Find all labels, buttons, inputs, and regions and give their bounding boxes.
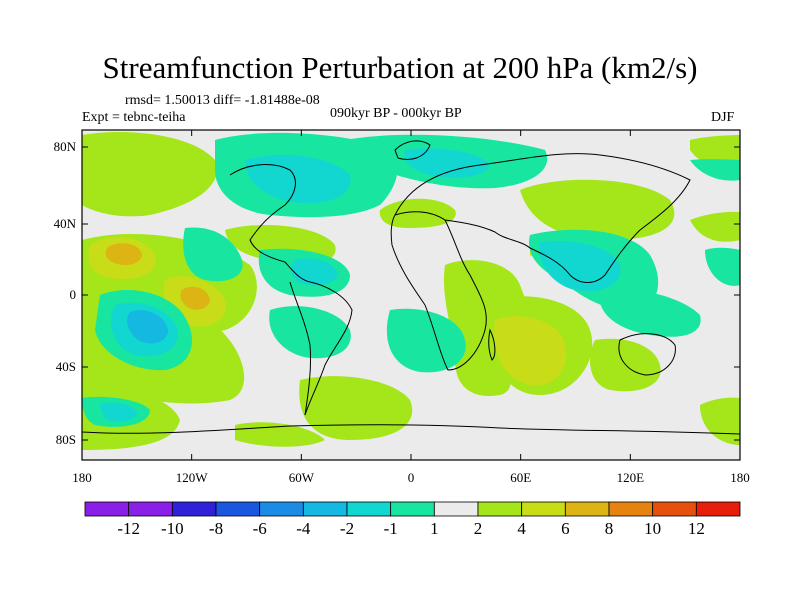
australia-coast [618, 333, 676, 376]
colorbar-label: -2 [340, 519, 354, 538]
colorbar-label: 6 [561, 519, 570, 538]
colorbar-swatch [302, 501, 348, 517]
colorbar-swatch [128, 501, 173, 517]
figure-title: Streamfunction Perturbation at 200 hPa (… [102, 50, 698, 85]
colorbar-label: -8 [209, 519, 223, 538]
season-label: DJF [711, 110, 735, 125]
colorbar-swatch [433, 501, 479, 517]
colorbar-swatch [84, 501, 130, 517]
region-arctic-core [404, 148, 490, 178]
region-central-asia-positive [520, 179, 675, 240]
colorbar-swatch [171, 501, 217, 517]
lon-tick-label: 180 [730, 470, 750, 485]
region-bering-negative [690, 159, 740, 181]
colorbar-swatch [390, 501, 435, 517]
colorbar-swatch [695, 501, 741, 517]
colorbar-label: 4 [517, 519, 526, 538]
region-eastern-pacific-negative [183, 227, 243, 282]
lon-tick-label: 180 [72, 470, 92, 485]
lat-tick-label: 80N [54, 139, 77, 154]
lat-tick-label: 40N [54, 216, 77, 231]
colorbar-label: -4 [296, 519, 311, 538]
region-north-pacific-positive [82, 131, 217, 217]
region-southern-ocean-core [100, 402, 138, 422]
north-america-coast [229, 164, 311, 283]
region-equatorial-core [180, 286, 210, 310]
colorbar-label: -10 [161, 519, 184, 538]
colorbar-swatch [608, 501, 654, 517]
colorbar-swatch [564, 501, 610, 517]
south-america-coast [304, 281, 353, 416]
lon-tick-label: 60W [289, 470, 315, 485]
region-arctic-positive-east [690, 135, 740, 166]
colorbar-label: 10 [644, 519, 661, 538]
colorbar-swatch [346, 501, 392, 517]
eurasia-coast [394, 153, 691, 283]
greenland-coast [394, 140, 431, 160]
colorbar: -12 -10 -8 -6 -4 -2 -1 1 2 4 6 8 10 12 [84, 501, 741, 538]
africa-coast [390, 211, 487, 371]
region-south-atlantic-east-negative [386, 308, 466, 373]
region-south-atlantic-positive [299, 376, 413, 440]
colorbar-label: -12 [117, 519, 140, 538]
colorbar-label: 12 [688, 519, 705, 538]
region-pacific-positive-east [690, 211, 740, 242]
antarctica-coast [82, 424, 740, 435]
lat-tick-label: 40S [56, 359, 76, 374]
contour-field [82, 131, 740, 450]
colorbar-swatch [259, 501, 304, 517]
lat-tick-label: 0 [70, 287, 77, 302]
colorbar-label: -6 [253, 519, 267, 538]
region-south-pacific-inner-core [127, 310, 168, 344]
colorbar-label: 8 [605, 519, 614, 538]
lon-tick-label: 120E [617, 470, 645, 485]
lon-tick-label: 0 [408, 470, 415, 485]
lat-tick-label: 80S [56, 432, 76, 447]
colorbar-swatch [215, 501, 261, 517]
colorbar-swatch [652, 501, 697, 517]
lon-tick-label: 60E [510, 470, 531, 485]
stats-text: rmsd= 1.50013 diff= -1.81488e-08 [125, 93, 320, 108]
region-hawaii-core [105, 243, 142, 266]
coastlines [82, 140, 740, 435]
colorbar-swatch [477, 501, 523, 517]
colorbar-label: 1 [430, 519, 439, 538]
experiment-label: Expt = tebnc-teiha [82, 110, 186, 125]
colorbar-swatch [521, 501, 566, 517]
region-mediterranean-positive [379, 198, 456, 228]
axis-ticks: 80N 40N 0 40S 80S 180 120W 60W 0 60E 120E 180 [54, 130, 750, 485]
region-madagascar-positive-strong [494, 316, 566, 386]
region-south-atlantic-negative [269, 306, 351, 359]
colorbar-label: -1 [384, 519, 398, 538]
period-label: 090kyr BP - 000kyr BP [330, 106, 462, 121]
south-america-west-coast [289, 281, 312, 416]
colorbar-label: 2 [474, 519, 483, 538]
lon-tick-label: 120W [176, 470, 209, 485]
region-pacific-east-negative [705, 247, 740, 286]
region-maritime-negative [599, 288, 701, 337]
region-north-atlantic-core [245, 155, 351, 204]
madagascar-coast [488, 328, 496, 361]
